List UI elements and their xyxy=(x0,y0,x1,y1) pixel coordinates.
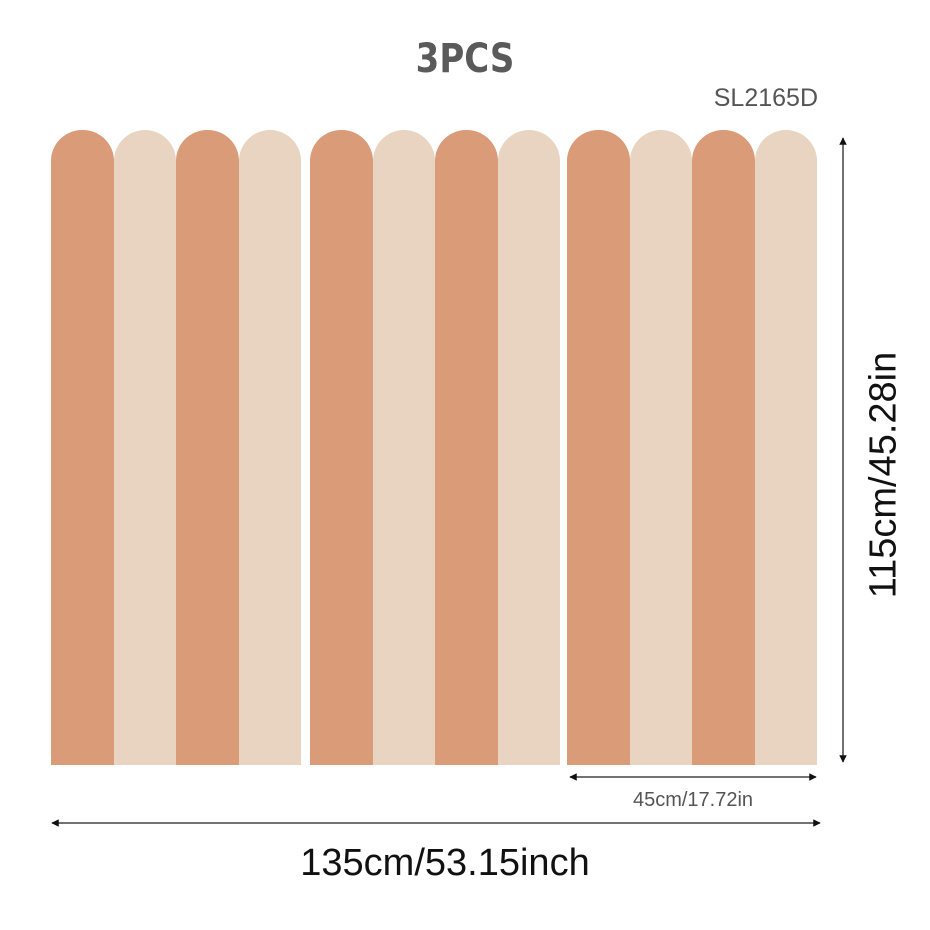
model-code: SL2165D xyxy=(713,84,818,112)
arch-stripe xyxy=(51,130,114,765)
arch-stripe xyxy=(238,130,301,765)
wall-panel-1 xyxy=(51,130,301,765)
arch-stripe xyxy=(629,130,692,765)
arch-stripe xyxy=(113,130,176,765)
arch-stripe xyxy=(754,130,817,765)
arch-stripe xyxy=(176,130,239,765)
wall-panel-2 xyxy=(310,130,560,765)
arch-stripe xyxy=(567,130,630,765)
height-label: 115cm/45.28in xyxy=(862,351,905,599)
arch-stripe xyxy=(435,130,498,765)
arch-stripe xyxy=(372,130,435,765)
arch-stripe xyxy=(692,130,755,765)
arch-stripe xyxy=(310,130,373,765)
panel-width-label: 45cm/17.72in xyxy=(632,789,754,811)
wall-panel-3 xyxy=(567,130,817,765)
total-width-label: 135cm/53.15inch xyxy=(300,842,590,884)
title: 3PCS xyxy=(415,36,515,82)
arch-stripe xyxy=(497,130,560,765)
